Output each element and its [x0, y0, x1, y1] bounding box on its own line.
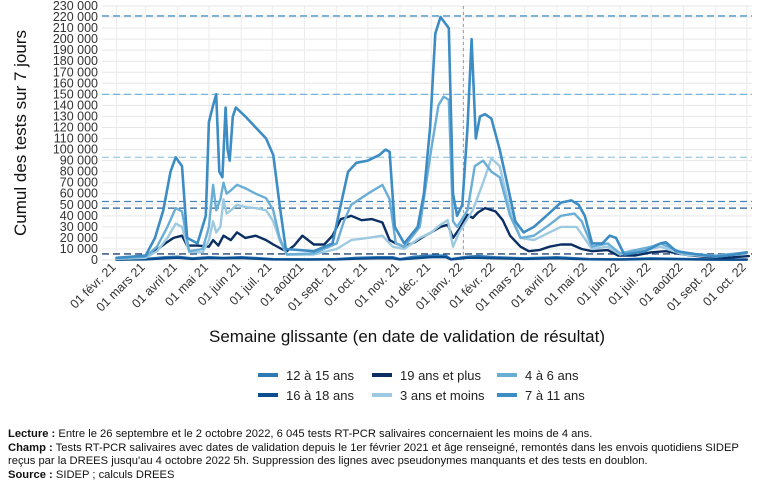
- series-lines: [115, 15, 751, 261]
- champ-note: Champ : Tests RT-PCR salivaires avec dat…: [8, 442, 753, 469]
- y-tick-label: 170 000: [53, 65, 98, 79]
- y-tick-label: 200 000: [53, 32, 98, 46]
- grid: [102, 5, 752, 261]
- series-line: [115, 95, 748, 260]
- series-line: [115, 256, 748, 261]
- legend-label: 16 à 18 ans: [286, 388, 354, 403]
- y-tick-label: 160 000: [53, 76, 98, 90]
- source-label: Source :: [8, 468, 53, 481]
- legend: 12 à 15 ans 19 ans et plus 4 à 6 ans 16 à 1…: [258, 368, 585, 403]
- legend-label: 3 ans et moins: [400, 388, 485, 403]
- y-tick-label: 90 000: [60, 154, 98, 168]
- y-tick-label: 210 000: [53, 21, 98, 35]
- y-tick-label: 120 000: [53, 120, 98, 134]
- legend-label: 7 à 11 ans: [525, 388, 585, 403]
- y-tick-label: 130 000: [53, 109, 98, 123]
- y-tick-label: 180 000: [53, 54, 98, 68]
- y-tick-label: 150 000: [53, 87, 98, 101]
- lecture-note: Lecture : Entre le 26 septembre et le 2 …: [8, 428, 753, 442]
- lecture-text: Entre le 26 septembre et le 2 octobre 20…: [55, 428, 593, 440]
- y-tick-label: 140 000: [53, 98, 98, 112]
- y-tick-label: 50 000: [60, 198, 98, 212]
- y-tick-label: 10 000: [60, 242, 98, 256]
- y-tick-label: 230 000: [53, 0, 98, 13]
- y-tick-label: 190 000: [53, 43, 98, 57]
- champ-text: Tests RT-PCR salivaires avec dates de va…: [8, 441, 739, 468]
- chart-notes: Lecture : Entre le 26 septembre et le 2 …: [8, 428, 753, 482]
- y-tick-label: 110 000: [54, 132, 98, 146]
- y-tick-label: 20 000: [60, 231, 98, 245]
- y-tick-label: 220 000: [53, 10, 98, 24]
- legend-label: 4 à 6 ans: [525, 368, 579, 383]
- y-tick-label: 30 000: [60, 220, 98, 234]
- y-tick-label: 100 000: [53, 143, 98, 157]
- y-tick-label: 80 000: [60, 165, 98, 179]
- y-tick-label: 40 000: [60, 209, 98, 223]
- series-line: [115, 15, 749, 260]
- reference-lines: [102, 15, 752, 255]
- legend-label: 19 ans et plus: [400, 368, 481, 383]
- y-tick-label: 70 000: [60, 176, 98, 190]
- x-axis-title: Semaine glissante (en date de validation…: [209, 327, 605, 346]
- source-note: Source : SIDEP ; calculs DREES: [8, 469, 753, 483]
- source-text: SIDEP ; calculs DREES: [52, 468, 175, 481]
- lecture-label: Lecture :: [8, 428, 56, 440]
- champ-label: Champ :: [8, 441, 53, 454]
- series-line: [115, 157, 748, 261]
- legend-label: 12 à 15 ans: [286, 368, 354, 383]
- y-tick-label: 60 000: [60, 187, 98, 201]
- y-axis-title: Cumul des tests sur 7 jours: [11, 30, 30, 236]
- y-tick-label: 0: [91, 253, 98, 267]
